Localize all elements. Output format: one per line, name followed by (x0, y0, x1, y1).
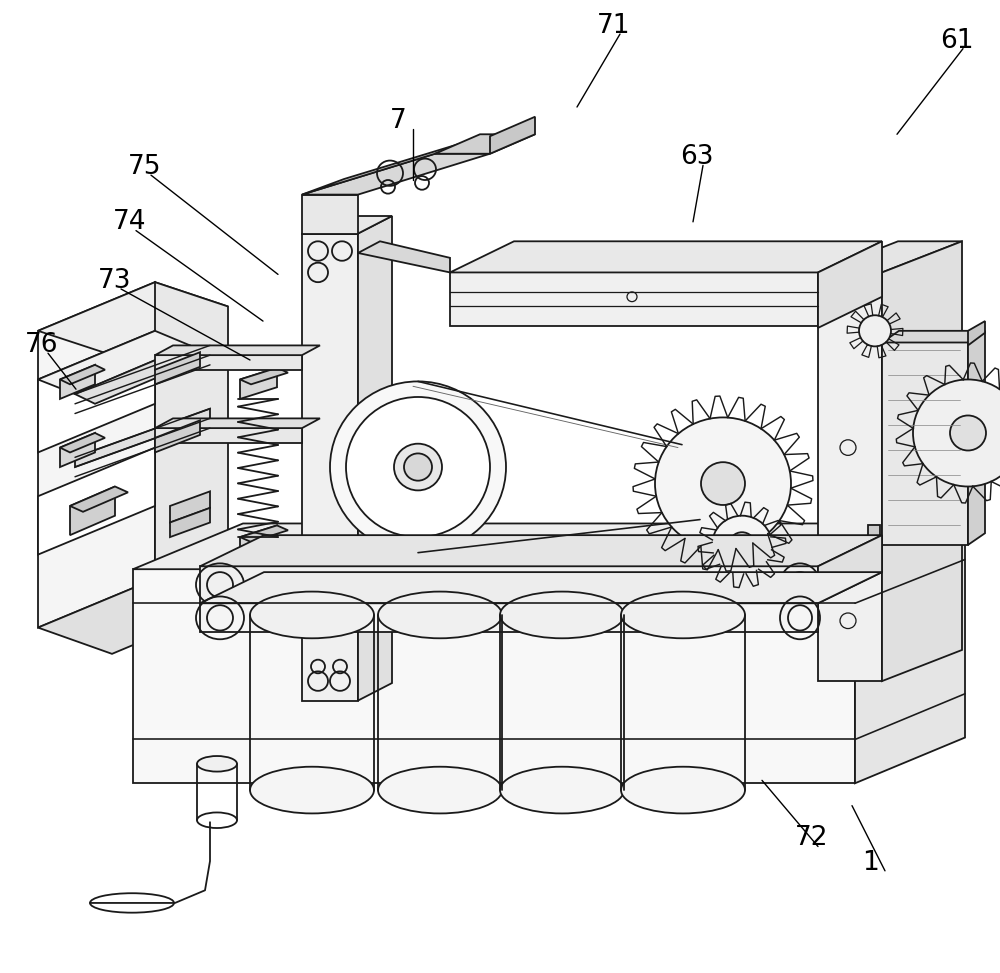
Ellipse shape (500, 592, 624, 638)
Circle shape (729, 532, 755, 558)
Circle shape (394, 444, 442, 490)
Polygon shape (882, 342, 968, 545)
Polygon shape (170, 491, 210, 523)
Polygon shape (38, 331, 190, 394)
Polygon shape (358, 241, 450, 272)
Polygon shape (855, 523, 965, 783)
Polygon shape (240, 525, 277, 557)
Ellipse shape (500, 767, 624, 813)
Polygon shape (302, 138, 478, 195)
Polygon shape (200, 535, 882, 566)
Polygon shape (818, 241, 882, 328)
Text: 72: 72 (795, 825, 828, 851)
Polygon shape (60, 365, 95, 399)
Polygon shape (133, 523, 965, 569)
Polygon shape (38, 579, 228, 654)
Ellipse shape (250, 767, 374, 813)
Polygon shape (200, 572, 882, 603)
Text: 74: 74 (113, 209, 146, 235)
Polygon shape (818, 535, 882, 603)
Text: 73: 73 (98, 268, 132, 294)
Polygon shape (60, 365, 105, 384)
Ellipse shape (621, 767, 745, 813)
Polygon shape (450, 272, 818, 326)
Polygon shape (133, 569, 855, 783)
Polygon shape (968, 321, 985, 345)
Circle shape (859, 315, 891, 346)
Polygon shape (435, 134, 535, 154)
Text: 71: 71 (597, 13, 631, 39)
Text: 1: 1 (862, 849, 879, 876)
Polygon shape (38, 282, 228, 355)
Polygon shape (155, 282, 228, 579)
Polygon shape (302, 154, 490, 195)
Polygon shape (818, 241, 962, 272)
Text: 61: 61 (940, 27, 974, 54)
Polygon shape (200, 566, 818, 603)
Polygon shape (70, 486, 128, 512)
Polygon shape (882, 331, 985, 342)
Circle shape (701, 462, 745, 505)
Polygon shape (490, 117, 535, 154)
Polygon shape (302, 216, 392, 234)
Polygon shape (170, 508, 210, 537)
Polygon shape (70, 486, 115, 535)
Polygon shape (302, 234, 358, 701)
Ellipse shape (378, 592, 502, 638)
Text: 7: 7 (390, 108, 407, 134)
Polygon shape (155, 418, 320, 428)
Circle shape (712, 516, 772, 574)
Ellipse shape (197, 756, 237, 772)
Polygon shape (868, 525, 880, 550)
Circle shape (404, 453, 432, 481)
Polygon shape (358, 216, 392, 701)
Polygon shape (38, 448, 155, 555)
Polygon shape (155, 428, 302, 443)
Polygon shape (155, 345, 320, 355)
Circle shape (913, 379, 1000, 486)
Ellipse shape (250, 592, 374, 638)
Polygon shape (155, 352, 200, 384)
Ellipse shape (378, 767, 502, 813)
Polygon shape (38, 331, 155, 452)
Polygon shape (240, 368, 277, 399)
Circle shape (950, 415, 986, 450)
Circle shape (655, 417, 791, 550)
Polygon shape (60, 433, 95, 467)
Polygon shape (155, 355, 302, 370)
Circle shape (346, 397, 490, 537)
Polygon shape (868, 321, 880, 345)
Polygon shape (75, 345, 210, 404)
Polygon shape (200, 603, 818, 632)
Polygon shape (968, 331, 985, 545)
Polygon shape (240, 525, 288, 542)
Polygon shape (75, 409, 210, 467)
Polygon shape (155, 420, 200, 452)
Text: 75: 75 (128, 154, 162, 180)
Text: 63: 63 (680, 144, 714, 170)
Polygon shape (240, 368, 288, 384)
Polygon shape (60, 433, 105, 452)
Text: 76: 76 (25, 332, 58, 358)
Ellipse shape (621, 592, 745, 638)
Polygon shape (882, 241, 962, 681)
Polygon shape (450, 241, 882, 272)
Polygon shape (818, 272, 882, 681)
Polygon shape (38, 282, 155, 628)
Polygon shape (302, 195, 358, 234)
Circle shape (330, 381, 506, 553)
